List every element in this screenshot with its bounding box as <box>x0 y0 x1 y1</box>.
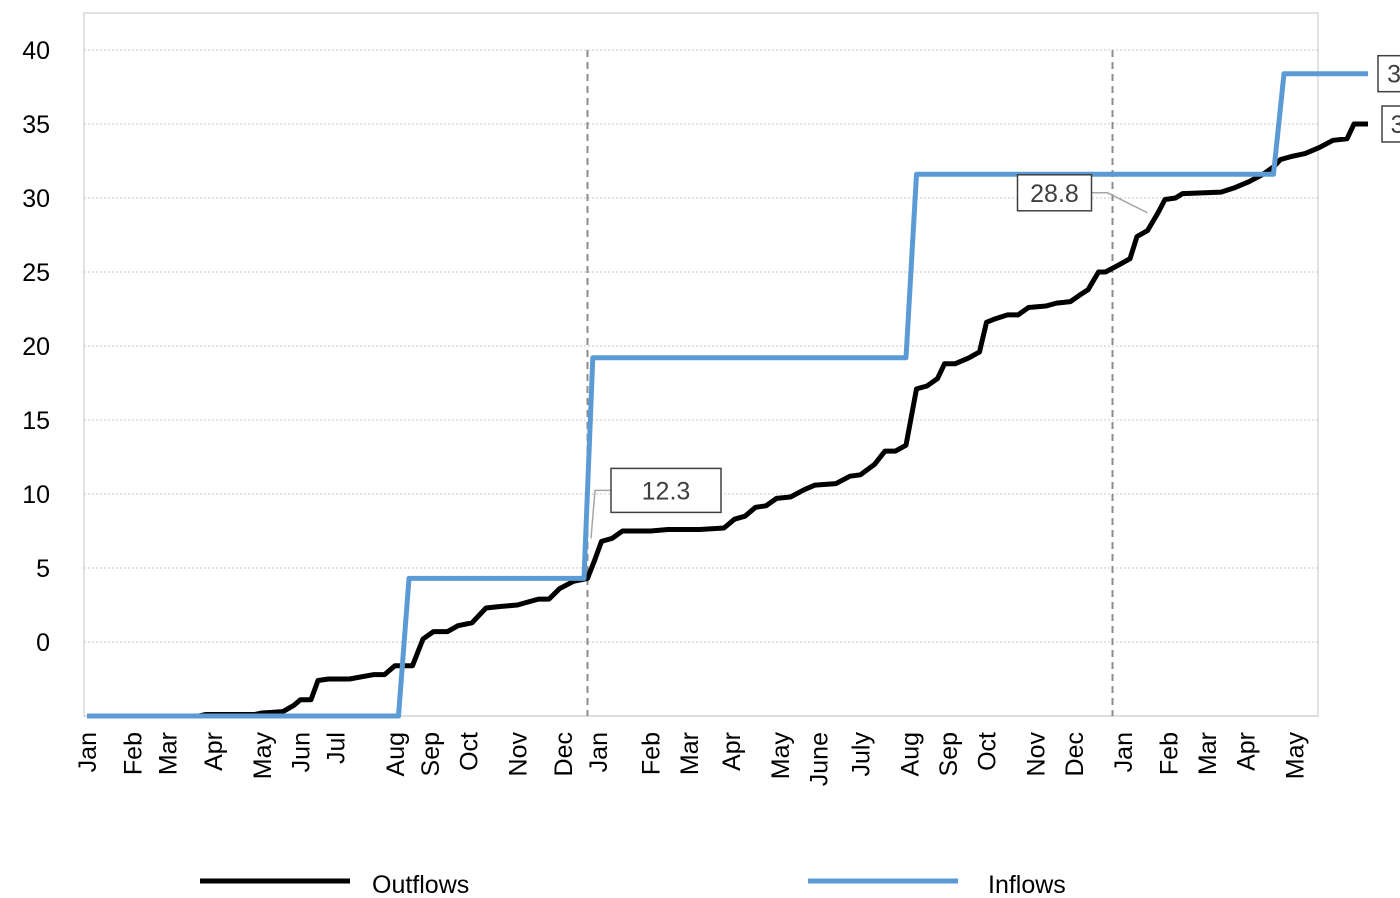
x-tick-label: Mar <box>1194 732 1222 775</box>
x-tick-label: Oct <box>974 732 1002 771</box>
y-tick-label: 10 <box>22 481 50 509</box>
x-tick-label: Jul <box>323 732 351 764</box>
x-tick-label: Aug <box>382 732 410 776</box>
y-axis-tick-labels: 0 5 10 15 20 25 30 35 40 <box>22 37 50 657</box>
x-tick-label: Nov <box>505 732 533 777</box>
annotation-label: 28.8 <box>1030 180 1079 208</box>
x-tick-label: July <box>848 732 876 777</box>
annotation-box <box>1377 54 1400 93</box>
y-tick-label: 20 <box>22 333 50 361</box>
y-tick-label: 15 <box>22 407 50 435</box>
x-tick-label: Apr <box>718 732 746 771</box>
x-tick-label: Mar <box>155 732 183 775</box>
legend-label-outflows: Outflows <box>372 871 469 898</box>
y-tick-label: 35 <box>22 111 50 139</box>
y-tick-label: 25 <box>22 259 50 287</box>
annotation-leader <box>590 489 611 539</box>
series-line-outflows <box>87 121 1368 719</box>
series-line-inflows <box>87 71 1368 719</box>
annotation-label: 12.3 <box>642 477 691 505</box>
x-tick-label: Apr <box>200 732 228 771</box>
x-tick-label: Jan <box>74 732 102 772</box>
x-tick-label: Feb <box>638 732 666 775</box>
annotation-leader <box>1091 192 1148 214</box>
x-tick-label: Mar <box>676 732 704 775</box>
gridlines <box>84 49 1318 717</box>
series-lines <box>87 71 1368 719</box>
x-tick-label: Dec <box>550 732 578 776</box>
x-tick-label: Feb <box>120 732 148 775</box>
y-tick-label: 5 <box>36 555 50 583</box>
plot-area-border <box>83 12 1319 717</box>
legend-label-inflows: Inflows <box>988 871 1066 898</box>
x-tick-label: Apr <box>1233 732 1261 771</box>
annotation-box <box>1381 105 1400 143</box>
x-tick-label: Jan <box>585 732 613 772</box>
x-tick-label: Oct <box>456 732 484 771</box>
x-tick-label: Nov <box>1023 732 1051 777</box>
annotation-box <box>610 467 722 514</box>
x-tick-label: Dec <box>1061 732 1089 776</box>
y-tick-label: 0 <box>36 629 50 657</box>
x-tick-label: May <box>249 732 277 780</box>
x-tick-label: May <box>1282 732 1310 780</box>
x-axis-tick-labels: Jan Feb Mar Apr May Jun Jul Aug Sep Oct Nov Dec Jan F… <box>74 732 1310 787</box>
x-tick-label: Sep <box>935 732 963 776</box>
x-tick-label: Sep <box>417 732 445 776</box>
annotation-label: 33.5 <box>1391 111 1400 139</box>
x-tick-label: Aug <box>897 732 925 776</box>
x-tick-label: Jun <box>288 732 316 772</box>
x-tick-label: Feb <box>1156 732 1184 775</box>
annotation-label: 37 <box>1387 61 1400 89</box>
annotation-box <box>1016 174 1093 212</box>
legend: Outflows Inflows <box>200 871 1066 898</box>
x-tick-label: June <box>806 732 834 786</box>
period-dividers <box>586 50 1114 716</box>
x-tick-label: Jan <box>1110 732 1138 772</box>
y-tick-label: 40 <box>22 37 50 65</box>
data-annotations: 12.3 28.8 37 33.5 <box>590 54 1400 539</box>
x-tick-label: May <box>767 732 795 780</box>
y-tick-label: 30 <box>22 185 50 213</box>
